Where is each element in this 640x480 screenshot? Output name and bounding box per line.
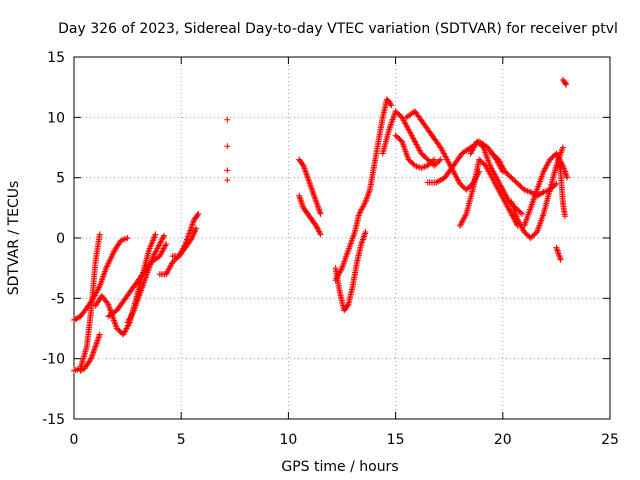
data-point	[317, 231, 324, 238]
y-tick-label: 10	[47, 110, 65, 126]
data-points	[71, 76, 571, 374]
data-point	[553, 180, 560, 187]
data-point	[159, 235, 166, 242]
data-point	[539, 189, 546, 196]
data-point	[224, 116, 231, 123]
data-point	[124, 235, 131, 241]
y-tick-label: 5	[56, 171, 65, 187]
data-point	[387, 101, 394, 108]
y-tick-labels: -15 -10 -5 0 5 10 15	[42, 50, 65, 428]
x-tick-label: 0	[70, 432, 79, 448]
x-tick-label: 20	[494, 432, 512, 448]
data-point	[562, 80, 569, 87]
data-point	[362, 228, 369, 235]
x-tick-label: 25	[601, 432, 619, 448]
data-point	[104, 299, 111, 306]
x-axis-label: GPS time / hours	[281, 459, 398, 475]
data-point	[224, 177, 231, 184]
data-point	[537, 190, 544, 197]
data-point	[436, 157, 443, 164]
data-point	[527, 189, 534, 196]
y-tick-label: -10	[42, 352, 65, 368]
data-point	[313, 222, 320, 229]
data-point	[431, 156, 438, 163]
data-point	[157, 239, 164, 246]
data-point	[316, 229, 323, 236]
data-point	[559, 144, 566, 151]
data-point	[96, 231, 103, 238]
data-point	[74, 314, 81, 321]
data-point	[71, 317, 77, 324]
data-point	[299, 161, 306, 168]
data-point	[316, 228, 323, 235]
data-point	[561, 213, 568, 220]
y-tick-label: 0	[56, 231, 65, 247]
data-point	[160, 233, 167, 240]
data-point	[437, 156, 444, 163]
x-tick-label: 5	[177, 432, 186, 448]
y-tick-label: -5	[51, 291, 65, 307]
data-point	[158, 236, 165, 243]
data-point	[152, 231, 159, 238]
data-point	[195, 210, 202, 217]
data-point	[388, 102, 395, 109]
data-point	[517, 209, 524, 216]
data-point	[564, 174, 571, 181]
data-point	[314, 225, 321, 232]
data-point	[224, 167, 231, 174]
y-axis-label: SDTVAR / TECUs	[6, 181, 22, 296]
data-point	[161, 232, 168, 239]
data-point	[73, 315, 80, 322]
data-point	[519, 210, 526, 217]
y-tick-label: 15	[47, 50, 65, 66]
data-point	[193, 225, 200, 232]
data-point	[557, 256, 564, 263]
y-tick-label: -15	[42, 412, 65, 428]
data-point	[315, 227, 322, 234]
plot-area-frame	[73, 56, 611, 420]
data-point	[72, 316, 79, 323]
data-point	[194, 212, 201, 219]
x-tick-label: 15	[387, 432, 405, 448]
data-point	[158, 238, 165, 245]
data-point	[313, 224, 320, 231]
data-point	[429, 157, 436, 164]
data-point	[224, 143, 231, 150]
data-point	[96, 331, 103, 338]
data-point	[163, 241, 170, 248]
data-point	[87, 357, 94, 364]
data-point	[156, 241, 163, 248]
data-point	[317, 210, 324, 217]
data-point	[563, 81, 570, 88]
chart-title: Day 326 of 2023, Sidereal Day-to-day VTE…	[58, 21, 618, 37]
data-point	[344, 302, 351, 309]
x-tick-labels: 0 5 10 15 20 25	[70, 432, 619, 448]
x-tick-label: 10	[279, 432, 297, 448]
